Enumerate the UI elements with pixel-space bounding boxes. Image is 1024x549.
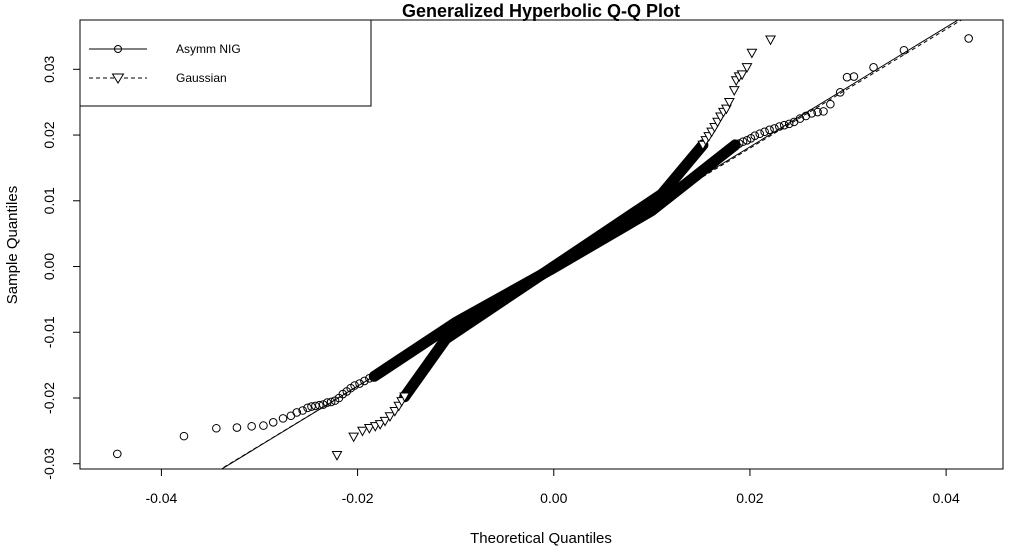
- point-asymm-nig: [318, 400, 328, 409]
- point-asymm-nig: [350, 381, 359, 390]
- point-asymm-nig: [801, 111, 811, 121]
- point-asymm-nig: [750, 131, 760, 141]
- x-tick-label: 0.02: [736, 490, 763, 506]
- legend-box: [79, 19, 372, 107]
- legend-label-asymm-nig: Asymm NIG: [176, 42, 241, 56]
- point-asymm-nig: [784, 119, 794, 129]
- point-asymm-nig: [315, 400, 324, 410]
- point-asymm-nig: [842, 72, 852, 82]
- point-asymm-nig: [355, 379, 364, 388]
- point-gaussian: [379, 416, 391, 427]
- point-asymm-nig: [770, 124, 779, 133]
- point-asymm-nig: [298, 406, 307, 415]
- x-axis: -0.04 -0.02 0.00 0.02 0.04: [145, 468, 960, 506]
- point-asymm-nig: [807, 109, 817, 118]
- point-asymm-nig: [286, 411, 296, 421]
- point-gaussian: [728, 86, 740, 96]
- point-asymm-nig: [278, 414, 288, 423]
- legend-marker-gaussian: [111, 73, 125, 84]
- x-axis-title: Theoretical Quantiles: [470, 530, 612, 547]
- legend-label-gaussian: Gaussian: [176, 71, 227, 85]
- point-asymm-nig: [292, 408, 302, 417]
- point-asymm-nig: [819, 107, 828, 116]
- point-asymm-nig: [268, 418, 278, 427]
- point-gaussian: [348, 432, 360, 443]
- point-asymm-nig: [760, 127, 769, 137]
- legend: Asymm NIG Gaussian: [79, 19, 372, 107]
- point-gaussian: [357, 426, 368, 437]
- y-tick-label: -0.03: [41, 448, 57, 480]
- point-asymm-nig: [738, 137, 748, 146]
- point-gaussian: [363, 424, 375, 434]
- point-asymm-nig: [899, 45, 909, 55]
- point-asymm-nig: [775, 122, 784, 131]
- legend-marker-asymm-nig: [114, 45, 122, 53]
- point-asymm-nig: [734, 139, 744, 148]
- point-gaussian: [765, 35, 776, 46]
- y-tick-label: 0.01: [41, 187, 57, 214]
- point-asymm-nig: [232, 423, 242, 432]
- point-asymm-nig: [869, 63, 878, 72]
- point-gaussian: [741, 63, 753, 73]
- point-asymm-nig: [360, 376, 369, 386]
- y-tick-label: 0.02: [41, 121, 57, 148]
- point-gaussian: [384, 412, 396, 423]
- point-gaussian: [723, 97, 735, 108]
- point-asymm-nig: [247, 421, 256, 431]
- y-axis-title: Sample Quantiles: [4, 186, 21, 304]
- y-tick-label: 0.00: [41, 253, 57, 280]
- point-asymm-nig: [730, 140, 740, 150]
- point-gaussian: [374, 420, 386, 430]
- point-asymm-nig: [765, 125, 774, 135]
- point-asymm-nig: [112, 449, 122, 459]
- x-tick-label: 0.04: [932, 490, 959, 506]
- point-asymm-nig: [365, 373, 374, 383]
- point-asymm-nig: [369, 372, 379, 381]
- point-asymm-nig: [322, 398, 332, 407]
- point-gaussian: [736, 70, 748, 81]
- point-asymm-nig: [813, 107, 822, 117]
- point-gaussian: [331, 451, 343, 461]
- y-tick-label: -0.01: [41, 316, 57, 348]
- point-asymm-nig: [303, 403, 312, 413]
- point-asymm-nig: [179, 431, 189, 441]
- point-asymm-nig: [826, 99, 835, 109]
- point-asymm-nig: [326, 397, 336, 407]
- point-asymm-nig: [212, 423, 221, 433]
- point-asymm-nig: [779, 120, 789, 130]
- y-tick-label: 0.03: [41, 55, 57, 82]
- point-asymm-nig: [964, 34, 973, 43]
- dense-band-gaussian: [399, 139, 709, 403]
- x-tick-label: 0.00: [540, 490, 567, 506]
- point-asymm-nig: [849, 72, 859, 81]
- point-gaussian: [720, 104, 732, 115]
- point-gaussian: [746, 48, 758, 59]
- point-asymm-nig: [795, 114, 805, 123]
- point-gaussian: [399, 392, 411, 403]
- point-asymm-nig: [755, 129, 765, 139]
- point-gaussian: [389, 406, 401, 417]
- point-asymm-nig: [742, 136, 752, 145]
- y-axis: -0.03 -0.02 -0.01 0.00 0.01 0.02 0.03: [41, 55, 81, 480]
- point-asymm-nig: [259, 421, 268, 430]
- point-asymm-nig: [835, 88, 845, 97]
- chart-title: Generalized Hyperbolic Q-Q Plot: [402, 1, 680, 21]
- x-tick-label: -0.04: [145, 490, 177, 506]
- x-tick-label: -0.02: [342, 490, 374, 506]
- y-tick-label: -0.02: [41, 382, 57, 414]
